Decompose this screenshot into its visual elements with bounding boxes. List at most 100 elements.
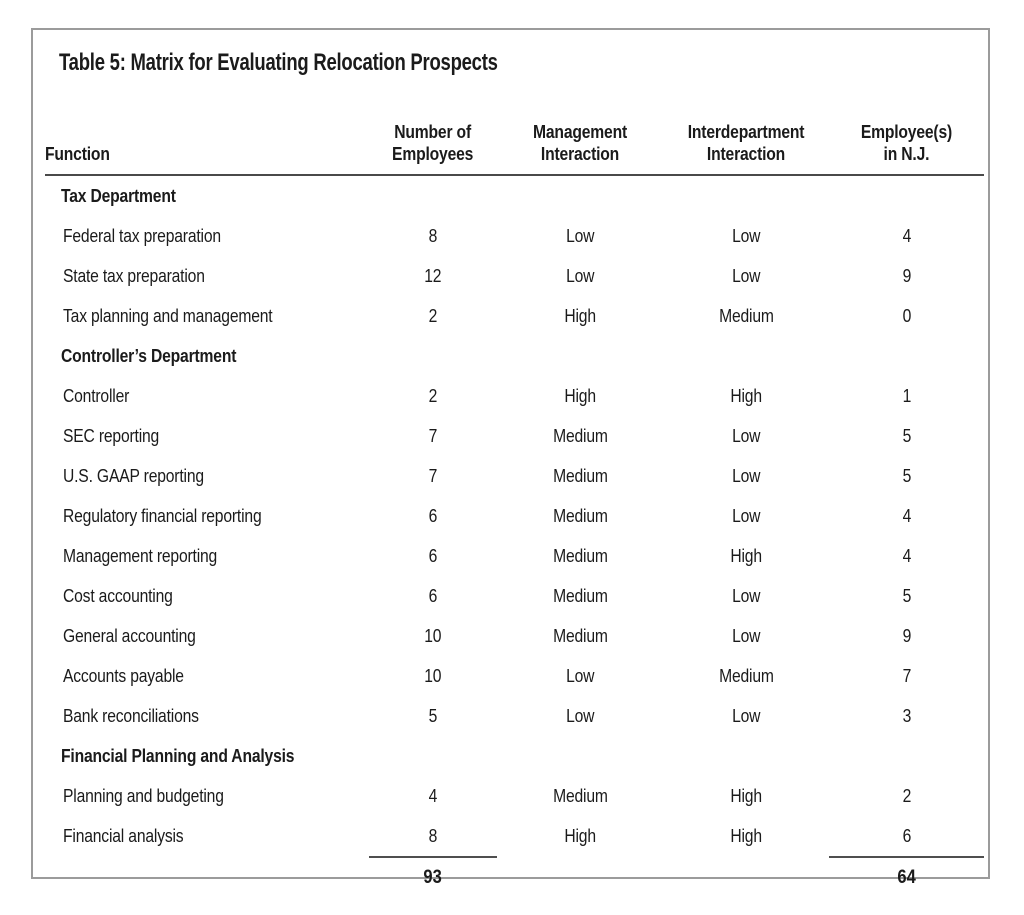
cell-text: Financial analysis	[63, 825, 184, 846]
table-header-row: Function Number of Employees Management …	[45, 95, 984, 176]
employees-total-cell: 93	[369, 856, 497, 898]
cell-text: Regulatory financial reporting	[63, 505, 262, 526]
cell-text: 0	[902, 305, 911, 326]
cell-text: Federal tax preparation	[63, 225, 221, 246]
table-row: Cost accounting 6 Medium Low 5	[45, 576, 984, 616]
table-card: Table 5: Matrix for Evaluating Relocatio…	[31, 28, 990, 888]
mgmt-cell: Medium	[497, 586, 663, 607]
cell-text: High	[730, 385, 762, 406]
function-cell: State tax preparation	[45, 266, 369, 287]
cell-text: U.S. GAAP reporting	[63, 465, 204, 486]
mgmt-cell: High	[497, 386, 663, 407]
employees-cell: 10	[369, 666, 497, 687]
totals-row: 93 64	[45, 856, 984, 898]
nj-total-cell: 64	[829, 856, 984, 898]
cell-text: High	[564, 305, 596, 326]
interdept-cell: High	[663, 786, 829, 807]
cell-text: 2	[428, 385, 438, 406]
function-cell: Bank reconciliations	[45, 706, 369, 727]
table-row: Financial analysis 8 High High 6	[45, 816, 984, 856]
cell-text: Medium	[552, 425, 608, 446]
interdept-cell: Low	[663, 426, 829, 447]
cell-text: 7	[428, 465, 438, 486]
mgmt-cell: Medium	[497, 546, 663, 567]
employees-cell: 7	[369, 426, 497, 447]
section-title-cell: Tax Department	[45, 186, 984, 207]
nj-cell: 4	[829, 506, 984, 527]
cell-text: Financial Planning and Analysis	[61, 745, 295, 766]
interdept-cell: High	[663, 546, 829, 567]
cell-text: Medium	[552, 465, 608, 486]
column-header-management-interaction: Management Interaction	[497, 99, 663, 165]
cell-text: 9	[902, 625, 911, 646]
table-row: Federal tax preparation 8 Low Low 4	[45, 216, 984, 256]
table-row: State tax preparation 12 Low Low 9	[45, 256, 984, 296]
cell-text: Planning and budgeting	[63, 785, 224, 806]
cell-text: 4	[428, 785, 438, 806]
cell-text: 7	[428, 425, 438, 446]
nj-cell: 0	[829, 306, 984, 327]
employees-cell: 4	[369, 786, 497, 807]
table-row: Planning and budgeting 4 Medium High 2	[45, 776, 984, 816]
cell-text: 7	[902, 665, 911, 686]
mgmt-cell: High	[497, 826, 663, 847]
cell-text: Low	[731, 505, 761, 526]
cell-text: 9	[902, 265, 911, 286]
column-header-label: Interdepartment Interaction	[687, 122, 805, 164]
employees-cell: 6	[369, 546, 497, 567]
section-row: Tax Department	[45, 176, 984, 216]
column-header-label: Management Interaction	[533, 122, 627, 164]
cell-text: Low	[731, 705, 761, 726]
cell-text: Controller	[63, 385, 130, 406]
function-cell: Cost accounting	[45, 586, 369, 607]
interdept-cell: Medium	[663, 306, 829, 327]
table-title-text: Table 5: Matrix for Evaluating Relocatio…	[59, 49, 498, 76]
nj-cell: 1	[829, 386, 984, 407]
table-body: Tax Department Federal tax preparation 8 Lo…	[45, 176, 984, 856]
table-row: Management reporting 6 Medium High 4	[45, 536, 984, 576]
cell-text: Low	[731, 585, 761, 606]
employees-cell: 2	[369, 386, 497, 407]
nj-cell: 5	[829, 586, 984, 607]
cell-text: 4	[902, 545, 911, 566]
table-row: General accounting 10 Medium Low 9	[45, 616, 984, 656]
table-row: Regulatory financial reporting 6 Medium Low…	[45, 496, 984, 536]
column-header-label: Function	[45, 144, 110, 164]
cell-text: Medium	[552, 585, 608, 606]
mgmt-cell: Low	[497, 706, 663, 727]
nj-cell: 7	[829, 666, 984, 687]
cell-text: 5	[428, 705, 438, 726]
interdept-cell: Low	[663, 266, 829, 287]
section-row: Financial Planning and Analysis	[45, 736, 984, 776]
section-title-cell: Controller’s Department	[45, 346, 984, 367]
cell-text: 4	[902, 225, 911, 246]
cell-text: Tax planning and management	[63, 305, 273, 326]
employees-cell: 6	[369, 586, 497, 607]
cell-text: High	[564, 825, 596, 846]
function-cell: Planning and budgeting	[45, 786, 369, 807]
cell-text: High	[730, 785, 762, 806]
employees-cell: 12	[369, 266, 497, 287]
employees-total: 93	[423, 867, 443, 888]
cell-text: 12	[424, 265, 442, 286]
cell-text: Medium	[552, 625, 608, 646]
cell-text: Medium	[552, 505, 608, 526]
nj-total: 64	[897, 867, 916, 888]
employees-cell: 2	[369, 306, 497, 327]
cell-text: 5	[902, 425, 911, 446]
mgmt-cell: Medium	[497, 786, 663, 807]
employees-cell: 10	[369, 626, 497, 647]
cell-text: 3	[902, 705, 911, 726]
cell-text: General accounting	[63, 625, 196, 646]
column-header-function: Function	[45, 121, 369, 165]
function-cell: Accounts payable	[45, 666, 369, 687]
cell-text: 6	[428, 585, 438, 606]
employees-cell: 8	[369, 226, 497, 247]
mgmt-cell: Low	[497, 666, 663, 687]
column-header-label: Employee(s) in N.J.	[860, 122, 953, 164]
interdept-cell: High	[663, 826, 829, 847]
interdept-cell: Low	[663, 506, 829, 527]
cell-text: 10	[424, 665, 442, 686]
cell-text: 1	[902, 385, 911, 406]
interdept-cell: Medium	[663, 666, 829, 687]
